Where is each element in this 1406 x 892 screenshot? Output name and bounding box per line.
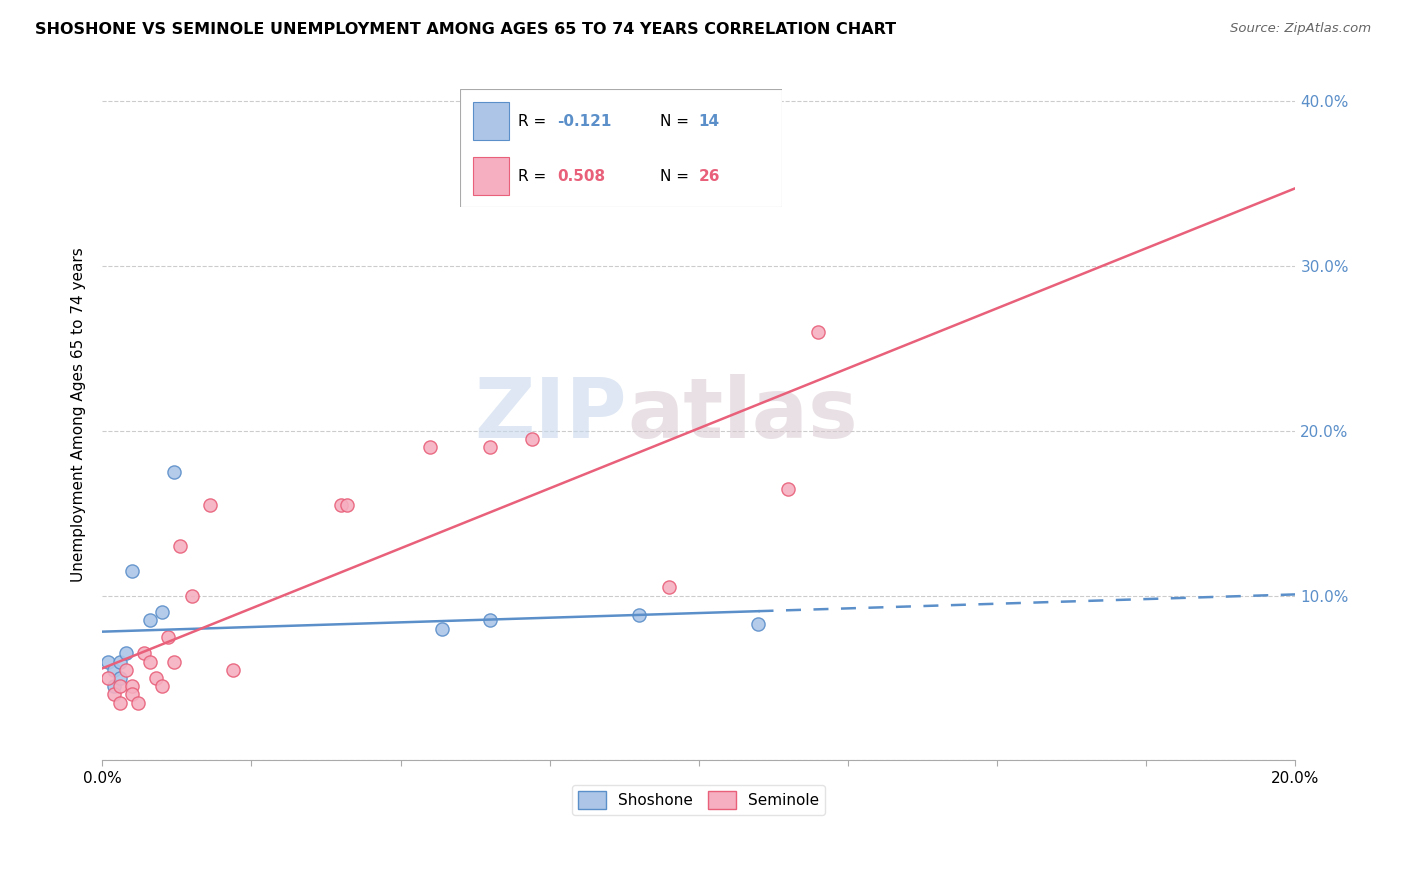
- Point: [180, 589, 202, 603]
- Point: [132, 646, 155, 660]
- Point: [163, 465, 186, 479]
- Point: [432, 622, 454, 636]
- Point: [97, 671, 120, 685]
- Point: [156, 630, 179, 644]
- Point: [127, 696, 149, 710]
- Point: [103, 663, 125, 677]
- Point: [108, 655, 131, 669]
- Point: [139, 655, 162, 669]
- Point: [121, 688, 143, 702]
- Text: Source: ZipAtlas.com: Source: ZipAtlas.com: [1230, 22, 1371, 36]
- Point: [807, 325, 830, 339]
- Point: [169, 539, 191, 553]
- Point: [479, 441, 502, 455]
- Point: [658, 581, 681, 595]
- Point: [419, 441, 441, 455]
- Point: [103, 679, 125, 693]
- Point: [108, 696, 131, 710]
- Point: [121, 564, 143, 578]
- Text: ZIP: ZIP: [475, 374, 627, 455]
- Point: [97, 655, 120, 669]
- Point: [150, 679, 173, 693]
- Text: SHOSHONE VS SEMINOLE UNEMPLOYMENT AMONG AGES 65 TO 74 YEARS CORRELATION CHART: SHOSHONE VS SEMINOLE UNEMPLOYMENT AMONG …: [35, 22, 896, 37]
- Point: [198, 498, 221, 512]
- Point: [121, 679, 143, 693]
- Point: [520, 432, 543, 446]
- Point: [108, 679, 131, 693]
- Point: [479, 613, 502, 627]
- Y-axis label: Unemployment Among Ages 65 to 74 years: Unemployment Among Ages 65 to 74 years: [72, 247, 86, 582]
- Point: [115, 663, 138, 677]
- Text: atlas: atlas: [627, 374, 858, 455]
- Point: [103, 688, 125, 702]
- Point: [329, 498, 352, 512]
- Point: [150, 605, 173, 619]
- Point: [336, 498, 359, 512]
- Point: [747, 616, 769, 631]
- Point: [139, 613, 162, 627]
- Point: [222, 663, 245, 677]
- Legend: Shoshone, Seminole: Shoshone, Seminole: [572, 785, 825, 815]
- Point: [628, 608, 651, 623]
- Point: [778, 482, 800, 496]
- Point: [145, 671, 167, 685]
- Point: [163, 655, 186, 669]
- Point: [115, 646, 138, 660]
- Point: [108, 671, 131, 685]
